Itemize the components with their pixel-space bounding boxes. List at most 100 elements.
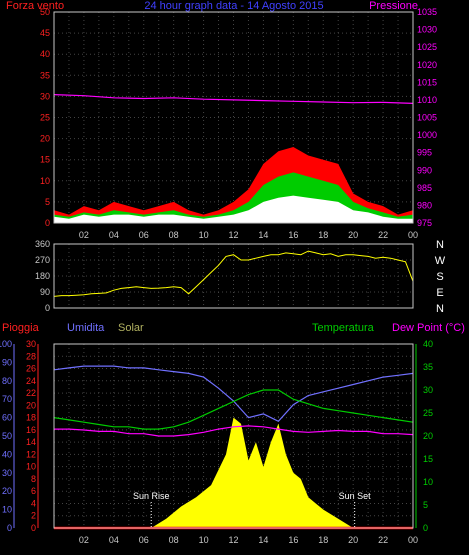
climate-x-tick: 10 [199,535,209,545]
wind-y-tick: 25 [40,113,50,123]
wind-speed-label: Forza vento [6,0,64,12]
humidity-y-tick: 80 [2,376,12,386]
climate-x-tick: 12 [228,535,238,545]
dewpoint-line [54,425,414,437]
rain-y-tick: 4 [31,498,36,508]
humidity-y-tick: 30 [2,468,12,478]
pressure-y-tick: 1020 [417,60,437,70]
wind-y-tick: 20 [40,134,50,144]
rain-y-tick: 8 [31,474,36,484]
temperature-y-tick: 0 [423,523,428,533]
humidity-y-tick: 40 [2,449,12,459]
humidity-y-tick: 60 [2,413,12,423]
sunrise-label: Sun Rise [133,491,170,501]
compass-label: N [436,303,444,315]
climate-x-tick: 00 [408,535,418,545]
pressure-y-tick: 1000 [417,130,437,140]
rain-y-tick: 20 [26,400,36,410]
dewpoint-label: Dew Point (°C) [392,322,465,334]
pressure-y-tick: 1010 [417,95,437,105]
humidity-y-tick: 20 [2,486,12,496]
wind-x-tick: 14 [258,230,268,240]
wind-x-tick: 04 [109,230,119,240]
climate-x-tick: 06 [139,535,149,545]
pressure-y-tick: 995 [417,148,432,158]
wind-y-tick: 45 [40,28,50,38]
temperature-y-tick: 20 [423,431,433,441]
rain-y-tick: 6 [31,486,36,496]
wind-plot-frame [53,11,414,224]
wind-x-tick: 10 [199,230,209,240]
wind-x-tick: 02 [79,230,89,240]
humidity-y-tick: 50 [2,431,12,441]
compass-label: N [436,239,444,251]
humidity-y-tick: 0 [7,523,12,533]
rain-y-tick: 2 [31,511,36,521]
pressure-y-tick: 990 [417,165,432,175]
rain-y-tick: 30 [26,339,36,349]
temperature-line [53,389,414,430]
wind-y-tick: 35 [40,70,50,80]
temperature-y-tick: 5 [423,500,428,510]
wind-x-tick: 06 [139,230,149,240]
solar-label: Solar [118,322,144,334]
direction-y-tick: 90 [40,287,50,297]
climate-x-tick: 14 [258,535,268,545]
wind-y-tick: 50 [40,7,50,17]
pressure-y-tick: 1025 [417,42,437,52]
wind-y-tick: 5 [45,197,50,207]
pressure-y-tick: 1015 [417,77,437,87]
climate-x-tick: 02 [79,535,89,545]
wind-y-tick: 15 [40,155,50,165]
wind-x-tick: 12 [228,230,238,240]
wind-x-tick: 20 [348,230,358,240]
pressure-y-tick: 985 [417,183,432,193]
wind-y-tick: 30 [40,91,50,101]
rain-y-tick: 16 [26,425,36,435]
direction-y-tick: 0 [45,303,50,313]
pressure-line [53,94,414,104]
rain-y-tick: 28 [26,351,36,361]
rain-y-tick: 0 [31,523,36,533]
temperature-y-tick: 10 [423,477,433,487]
rain-y-tick: 22 [26,388,36,398]
humidity-y-tick: 70 [2,394,12,404]
sunset-label: Sun Set [339,491,372,501]
wind-x-tick: 18 [318,230,328,240]
direction-plot-frame [53,243,414,309]
direction-y-tick: 270 [35,255,50,265]
climate-x-tick: 22 [378,535,388,545]
pressure-y-tick: 1005 [417,113,437,123]
humidity-line [53,365,414,423]
wind-x-tick: 08 [169,230,179,240]
pressure-y-tick: 980 [417,200,432,210]
humidity-y-tick: 100 [0,339,12,349]
rain-label: Pioggia [2,322,40,334]
rain-y-tick: 12 [26,449,36,459]
wind-y-tick: 40 [40,49,50,59]
rain-y-tick: 26 [26,364,36,374]
climate-x-tick: 20 [348,535,358,545]
climate-x-tick: 08 [169,535,179,545]
wind-y-tick: 0 [45,218,50,228]
temperature-y-tick: 25 [423,408,433,418]
humidity-y-tick: 90 [2,357,12,367]
wind-x-tick: 22 [378,230,388,240]
rain-y-tick: 18 [26,413,36,423]
humidity-y-tick: 10 [2,505,12,515]
pressure-label: Pressione [369,0,418,12]
chart-title: 24 hour graph data - 14 Agosto 2015 [144,0,323,12]
rain-y-tick: 10 [26,462,36,472]
temperature-y-tick: 35 [423,362,433,372]
direction-y-tick: 180 [35,271,50,281]
wind-x-tick: 16 [288,230,298,240]
compass-label: W [435,255,446,267]
direction-y-tick: 360 [35,239,50,249]
solar-area [54,417,413,528]
wind-x-tick: 00 [408,230,418,240]
wind-series-2 [54,195,413,223]
compass-label: S [436,271,443,283]
pressure-y-tick: 1030 [417,25,437,35]
temperature-label: Temperatura [312,322,375,334]
